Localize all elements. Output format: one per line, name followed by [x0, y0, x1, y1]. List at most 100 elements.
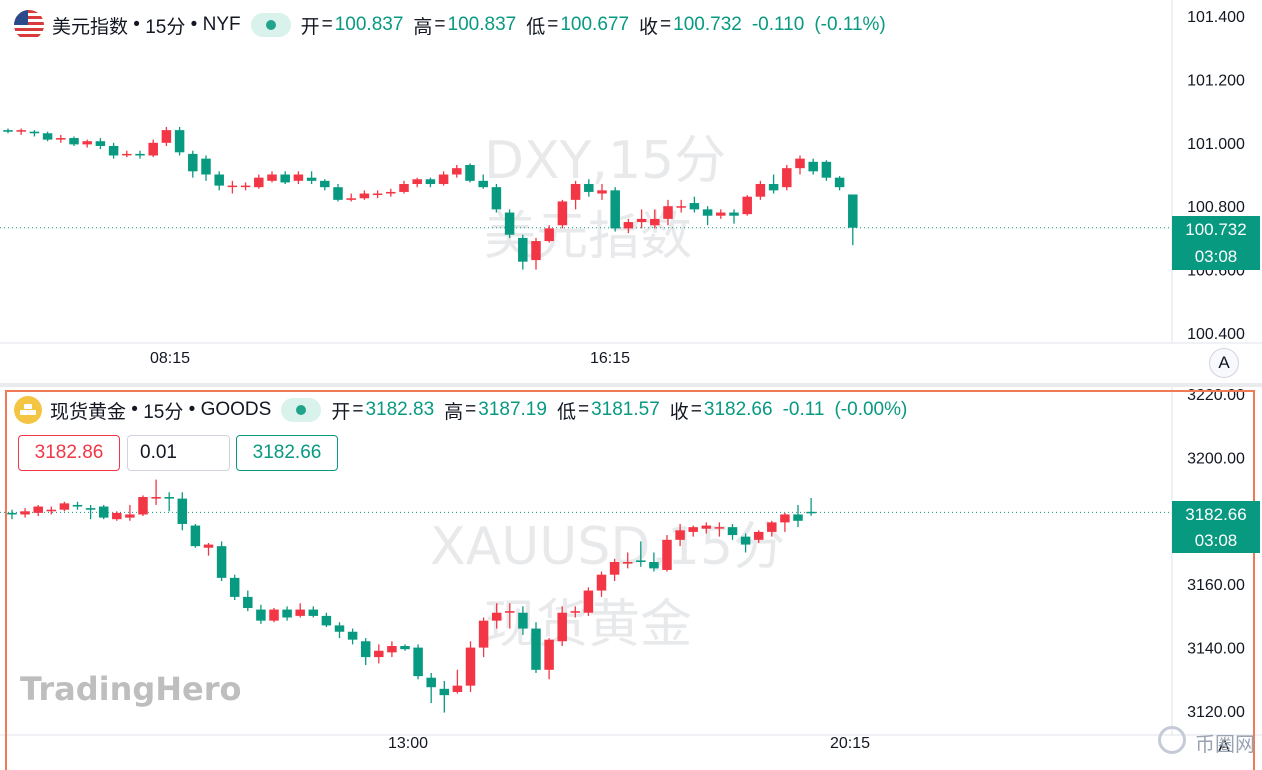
gold-low-value: 3181.57: [591, 399, 660, 420]
dxy-candle-body: [702, 209, 713, 216]
gold-candle-body: [806, 511, 816, 514]
dxy-high-label: 高: [413, 16, 433, 38]
pane-divider[interactable]: [0, 383, 1262, 387]
gold-candle-body: [7, 512, 17, 515]
gold-candle-body: [675, 530, 685, 540]
gold-candle-body: [688, 527, 698, 532]
dxy-candle-body: [254, 177, 264, 188]
gold-autoscale-button[interactable]: A: [1218, 736, 1230, 755]
dxy-candle-body: [610, 190, 620, 229]
dxy-candle-body: [82, 141, 92, 145]
gold-close-value: 3182.66: [703, 399, 773, 420]
dxy-candle-body: [161, 130, 172, 143]
gold-candle-body: [570, 611, 581, 613]
dxy-candle-body: [531, 241, 541, 261]
sell-button[interactable]: 3182.86: [18, 435, 120, 471]
gold-y-tick-label: 3120.00: [1187, 704, 1245, 721]
gold-candle-body: [491, 612, 502, 621]
gold-chart-pane[interactable]: XAUUSD,15分 现货黄金 3220.003200.003180.00316…: [0, 387, 1262, 770]
dxy-candle-body: [716, 212, 726, 216]
dxy-candle-body: [623, 222, 634, 229]
quantity-input[interactable]: 0.01: [127, 435, 230, 471]
gold-candle-body: [190, 525, 201, 547]
gold-symbol[interactable]: 现货黄金: [50, 401, 127, 423]
gold-candle-body: [583, 590, 594, 613]
dxy-candle-body: [491, 187, 502, 210]
dxy-candle-body: [174, 130, 185, 153]
dxy-candle-body: [135, 153, 145, 156]
dxy-candle-body: [544, 228, 554, 242]
dxy-candle-body: [834, 177, 845, 188]
dxy-countdown: 03:08: [1172, 244, 1260, 270]
dxy-y-tick-label: 101.200: [1187, 72, 1245, 89]
market-status-icon[interactable]: [281, 398, 322, 422]
gold-high-label: 高: [444, 401, 464, 423]
gold-candle-body: [308, 609, 319, 616]
dxy-candle-body: [29, 131, 40, 134]
gold-candle-body: [740, 536, 751, 545]
dxy-low-value: 100.677: [560, 14, 630, 35]
gold-open-value: 3182.83: [365, 399, 435, 420]
gold-candle-body: [426, 677, 436, 688]
dxy-candle-body: [729, 212, 739, 216]
gold-candle-body: [478, 620, 489, 648]
dxy-candle-body: [201, 158, 211, 175]
gold-candle-body: [360, 641, 371, 658]
dxy-candle-body: [452, 168, 462, 175]
dxy-candle-body: [320, 180, 330, 188]
dxy-candle-body: [306, 177, 317, 181]
gold-candle-body: [596, 574, 607, 591]
dxy-candle-body: [267, 174, 277, 181]
dxy-candle-body: [148, 142, 158, 156]
dxy-chart-canvas[interactable]: 101.400101.200101.000100.800100.600100.4…: [0, 0, 1262, 383]
gold-candle-body: [216, 546, 227, 578]
dxy-candle-body: [518, 237, 528, 262]
gold-interval: 15分: [143, 401, 184, 423]
dxy-y-tick-label: 101.400: [1187, 9, 1245, 26]
gold-candle-body: [151, 497, 161, 499]
dxy-candle-body: [848, 194, 858, 228]
dxy-candle-body: [742, 196, 752, 215]
dxy-candle-body: [56, 138, 66, 140]
gold-last-price-tag: 3182.66: [1172, 501, 1260, 529]
gold-candle-body: [269, 609, 279, 621]
dxy-candle-body: [795, 158, 805, 169]
dxy-interval: 15分: [145, 16, 186, 38]
dxy-chart-pane[interactable]: DXY,15分 美元指数 101.400 101.200 101.000 100.80…: [0, 0, 1262, 383]
dxy-candle-body: [808, 161, 818, 172]
dxy-candle-body: [372, 193, 383, 196]
gold-candle-body: [295, 609, 305, 616]
market-status-icon[interactable]: [250, 13, 291, 37]
gold-candle-body: [465, 647, 476, 686]
gold-countdown: 03:08: [1172, 529, 1260, 553]
dxy-candle-body: [227, 185, 238, 188]
dxy-symbol[interactable]: 美元指数: [52, 16, 129, 38]
dxy-candle-body: [108, 145, 119, 156]
gold-candle-body: [177, 498, 188, 524]
dxy-candle-body: [584, 184, 594, 192]
gold-candle-body: [714, 527, 725, 529]
gold-candle-body: [33, 506, 43, 513]
dxy-candle-body: [676, 206, 686, 208]
dxy-candle-body: [346, 198, 356, 200]
dxy-watermark-line1: DXY,15分: [484, 131, 727, 191]
dxy-candle-body: [42, 133, 53, 140]
dxy-candle-body: [465, 164, 475, 181]
dxy-x-tick-label: 16:15: [590, 350, 630, 367]
gold-change: -0.11: [782, 399, 825, 420]
gold-legend: 现货黄金 • 15分 • GOODS 开 = 3182.83 高 = 3187.19…: [14, 396, 907, 424]
dxy-autoscale-button[interactable]: A: [1209, 348, 1239, 378]
dxy-candle-body: [570, 184, 581, 200]
dxy-candle-body: [240, 185, 251, 188]
gold-candle-body: [334, 625, 345, 632]
gold-watermark-line1: XAUUSD,15分: [430, 517, 786, 577]
dxy-candle-body: [16, 130, 26, 132]
dxy-candle-body: [425, 179, 436, 185]
gold-candle-body: [793, 514, 803, 521]
gold-close-label: 收: [669, 401, 689, 423]
buy-button[interactable]: 3182.66: [236, 435, 338, 471]
dxy-low-label: 低: [526, 16, 546, 38]
dxy-candle-body: [478, 180, 488, 188]
gold-candle-body: [347, 631, 358, 640]
dxy-y-tick-label: 100.400: [1187, 326, 1245, 343]
